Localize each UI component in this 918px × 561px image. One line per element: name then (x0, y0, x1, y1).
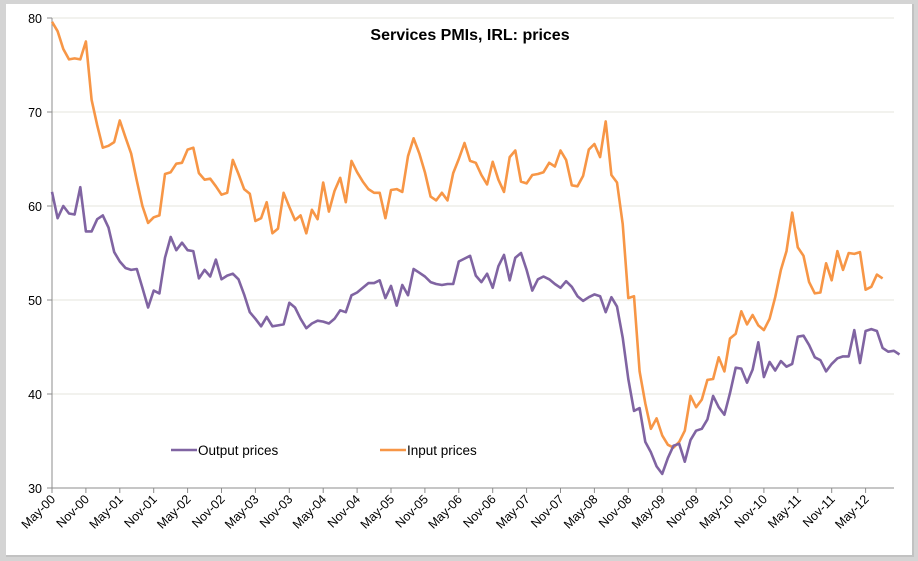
x-tick-label: Nov-03 (257, 492, 295, 530)
x-tick-label: May-05 (358, 492, 397, 531)
x-tick-label: May-06 (426, 492, 465, 531)
legend: Output prices Input prices (171, 443, 477, 458)
legend-label-output-prices[interactable]: Output prices (198, 443, 279, 458)
x-tick-label: Nov-09 (664, 492, 702, 530)
y-tick-label: 80 (28, 12, 42, 26)
x-tick-label: May-09 (629, 492, 668, 531)
x-tick-label: Nov-10 (732, 492, 770, 530)
x-tick-label: Nov-06 (460, 492, 498, 530)
x-tick-label: May-08 (561, 492, 600, 531)
x-tick-label: Nov-01 (121, 492, 159, 530)
series-lines (50, 21, 901, 476)
y-axis-ticks: 30 40 50 60 70 80 (28, 12, 52, 496)
axes (51, 18, 894, 489)
x-tick-label: Nov-02 (189, 492, 227, 530)
x-tick-label: Nov-11 (800, 492, 838, 530)
chart-frame (6, 4, 914, 557)
y-tick-label: 70 (28, 106, 42, 120)
x-tick-label: May-11 (765, 492, 804, 531)
y-tick-label: 30 (28, 482, 42, 496)
series-line-input-prices[interactable] (50, 21, 884, 449)
gridlines (52, 17, 894, 395)
series-line-output-prices[interactable] (50, 185, 901, 476)
x-tick-label: May-02 (154, 492, 193, 531)
legend-label-input-prices[interactable]: Input prices (407, 443, 477, 458)
y-tick-label: 50 (28, 294, 42, 308)
x-tick-label: May-07 (493, 492, 532, 531)
y-tick-label: 40 (28, 388, 42, 402)
x-tick-label: May-12 (832, 492, 871, 531)
x-tick-label: May-10 (697, 492, 736, 531)
x-tick-label: May-03 (222, 492, 261, 531)
x-tick-label: Nov-04 (325, 492, 363, 530)
y-tick-label: 60 (28, 200, 42, 214)
x-tick-label: Nov-00 (54, 492, 92, 530)
x-tick-label: Nov-05 (393, 492, 431, 530)
x-tick-label: Nov-07 (528, 492, 566, 530)
x-axis-ticks: May-00Nov-00May-01Nov-01May-02Nov-02May-… (19, 488, 872, 532)
x-tick-label: Nov-08 (596, 492, 634, 530)
chart-title: Services PMIs, IRL: prices (370, 27, 569, 44)
x-tick-label: May-01 (87, 492, 126, 531)
x-tick-label: May-04 (290, 492, 329, 531)
x-tick-label: May-00 (19, 492, 58, 531)
